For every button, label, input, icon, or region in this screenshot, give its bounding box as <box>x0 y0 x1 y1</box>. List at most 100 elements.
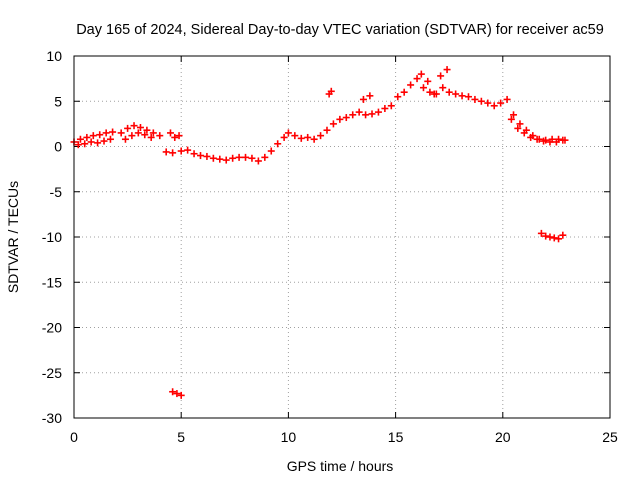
data-point <box>235 153 243 161</box>
data-point <box>317 132 325 140</box>
data-point <box>261 153 269 161</box>
data-point <box>100 137 108 145</box>
data-point <box>537 229 545 237</box>
data-point <box>359 95 367 103</box>
data-point <box>430 90 438 98</box>
y-tick-label: -15 <box>42 274 62 290</box>
data-point <box>143 126 151 134</box>
y-tick-label: -25 <box>42 365 62 381</box>
data-point <box>552 138 560 146</box>
data-point <box>102 129 110 137</box>
data-point <box>171 133 179 141</box>
data-point <box>267 147 275 155</box>
data-point <box>124 124 132 132</box>
data-point <box>184 146 192 154</box>
data-point <box>173 390 181 398</box>
data-point <box>362 111 370 119</box>
data-point <box>437 72 445 80</box>
y-tick-label: 10 <box>46 48 62 64</box>
data-point <box>229 154 237 162</box>
x-axis-label: GPS time / hours <box>287 458 394 474</box>
data-point <box>284 129 292 137</box>
data-point <box>166 129 174 137</box>
x-tick-labels: 0 5 10 15 20 25 <box>70 429 618 445</box>
data-point <box>355 108 363 116</box>
data-point <box>117 129 125 137</box>
data-point <box>464 93 472 101</box>
data-point <box>297 134 305 142</box>
data-point <box>413 75 421 83</box>
y-tick-label: -20 <box>42 320 62 336</box>
data-point <box>417 70 425 78</box>
data-point <box>248 154 256 162</box>
data-point <box>109 128 117 136</box>
data-point <box>323 126 331 134</box>
data-point <box>540 137 548 145</box>
data-point <box>76 135 84 143</box>
data-point <box>177 147 185 155</box>
x-tick-label: 20 <box>495 429 511 445</box>
data-point <box>203 152 211 160</box>
data-point <box>497 99 505 107</box>
data-point <box>83 133 91 141</box>
data-point <box>196 152 204 160</box>
data-point <box>134 129 142 137</box>
data-point <box>106 135 114 143</box>
data-point <box>550 234 558 242</box>
x-tick-label: 25 <box>602 429 618 445</box>
data-point <box>177 391 185 399</box>
data-point <box>329 120 337 128</box>
grid-lines <box>74 56 610 418</box>
data-point <box>147 133 155 141</box>
data-points <box>70 66 569 399</box>
data-point <box>242 153 250 161</box>
data-point <box>520 129 528 137</box>
x-tick-label: 15 <box>388 429 404 445</box>
y-tick-label: 0 <box>54 139 62 155</box>
data-point <box>304 133 312 141</box>
data-point <box>87 138 95 146</box>
data-point <box>121 135 129 143</box>
y-tick-labels: 10 5 0 -5 -10 -15 -20 -25 -30 <box>42 48 62 426</box>
data-point <box>254 157 262 165</box>
data-point <box>387 102 395 110</box>
data-point <box>141 131 149 139</box>
data-point <box>209 154 217 162</box>
data-point <box>96 131 104 139</box>
data-point <box>94 139 102 147</box>
data-point <box>546 233 554 241</box>
y-tick-label: 5 <box>54 93 62 109</box>
x-tick-label: 5 <box>177 429 185 445</box>
data-point <box>156 132 164 140</box>
data-point <box>555 235 563 243</box>
data-point <box>471 95 479 103</box>
x-tick-label: 0 <box>70 429 78 445</box>
data-point <box>136 123 144 131</box>
data-point <box>274 140 282 148</box>
data-point <box>533 135 541 143</box>
data-point <box>426 88 434 96</box>
data-point <box>458 92 466 100</box>
data-point <box>407 81 415 89</box>
data-point <box>477 97 485 105</box>
data-point <box>374 108 382 116</box>
data-point <box>81 140 89 148</box>
data-point <box>280 133 288 141</box>
data-point <box>89 132 97 140</box>
data-point <box>175 132 183 140</box>
data-point <box>559 231 567 239</box>
data-point <box>74 141 82 149</box>
data-point <box>559 136 567 144</box>
data-point <box>394 93 402 101</box>
data-point <box>507 115 515 123</box>
data-point <box>128 132 136 140</box>
data-point <box>368 110 376 118</box>
data-point <box>130 122 138 130</box>
data-point <box>452 90 460 98</box>
data-point <box>366 92 374 100</box>
data-point <box>527 133 535 141</box>
data-point <box>342 114 350 122</box>
data-point <box>149 129 157 137</box>
y-tick-label: -5 <box>50 184 63 200</box>
